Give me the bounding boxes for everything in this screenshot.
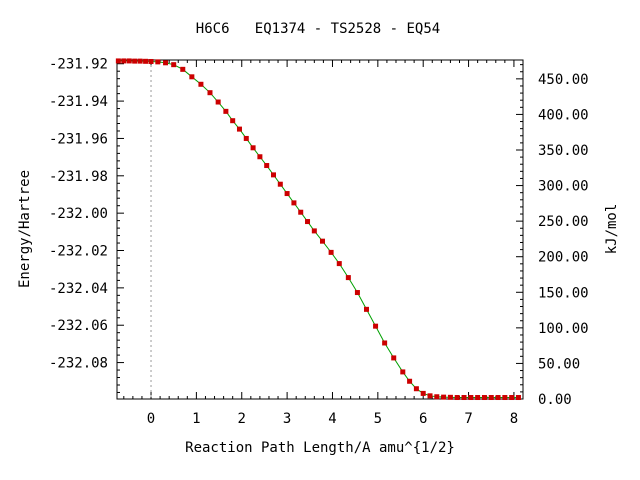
data-point (391, 355, 397, 361)
data-point (413, 386, 419, 392)
x-tick-label: 4 (328, 411, 336, 427)
y-tick-label: -232.04 (49, 281, 108, 297)
y2-tick-label: 100.00 (538, 321, 589, 337)
data-point (311, 228, 317, 234)
data-point (171, 62, 177, 68)
data-point (434, 394, 440, 400)
data-point (180, 66, 186, 72)
y2-tick-label: 450.00 (538, 72, 589, 88)
data-point (461, 395, 467, 401)
data-point (236, 126, 242, 132)
data-point (115, 58, 121, 64)
data-point (143, 58, 149, 64)
y2-tick-label: 250.00 (538, 214, 589, 230)
y2-tick-label: 300.00 (538, 179, 589, 195)
data-point (502, 395, 508, 401)
data-point (328, 249, 334, 255)
data-point (163, 60, 169, 66)
y-tick-label: -232.06 (49, 318, 108, 334)
data-point (291, 200, 297, 206)
data-point (407, 378, 413, 384)
data-point (475, 395, 481, 401)
data-point (137, 58, 143, 64)
data-point (250, 145, 256, 151)
data-point (336, 261, 342, 267)
x-tick-label: 0 (147, 411, 155, 427)
data-point (230, 118, 236, 124)
data-point (126, 58, 132, 64)
data-point (495, 395, 501, 401)
data-point (148, 58, 154, 64)
x-tick-label: 1 (192, 411, 200, 427)
data-point (488, 395, 494, 401)
y-tick-label: -232.02 (49, 244, 108, 260)
y2-tick-label: 150.00 (538, 285, 589, 301)
y2-tick-label: 0.00 (538, 392, 572, 408)
plot-frame (116, 59, 524, 400)
x-tick-label: 7 (464, 411, 472, 427)
data-point (198, 81, 204, 87)
data-point (284, 191, 290, 197)
data-point (319, 238, 325, 244)
data-point (481, 395, 487, 401)
x-tick-label: 6 (419, 411, 427, 427)
data-point (271, 172, 276, 178)
data-point (454, 395, 460, 401)
y-tick-label: -231.98 (49, 169, 108, 185)
data-point (277, 181, 283, 187)
data-point (298, 209, 304, 215)
y-tick-label: -231.92 (49, 57, 108, 73)
y-axis-left: -231.92 -231.94 -231.96 -231.98 -232.00 -232.… (49, 57, 124, 393)
y2-tick-label: 50.00 (538, 356, 580, 372)
data-point (509, 395, 515, 401)
series-layer (115, 58, 521, 401)
y2-tick-label: 350.00 (538, 143, 589, 159)
y-tick-label: -231.96 (49, 131, 108, 147)
data-point (215, 99, 221, 105)
x-tick-label: 2 (238, 411, 246, 427)
data-point (243, 135, 249, 141)
x-tick-label: 3 (283, 411, 291, 427)
data-point (420, 390, 426, 396)
y-axis-label: Energy/Hartree (17, 170, 33, 288)
data-point (257, 154, 263, 160)
data-point (515, 395, 521, 401)
y-tick-label: -231.94 (49, 94, 108, 110)
data-point (132, 58, 138, 64)
data-point (354, 290, 360, 296)
data-point (305, 219, 311, 225)
y2-axis-label: kJ/mol (604, 204, 620, 255)
data-point (223, 108, 229, 114)
x-tick-label: 8 (510, 411, 518, 427)
chart-title: H6C6 EQ1374 - TS2528 - EQ54 (196, 21, 440, 37)
data-point (345, 275, 351, 281)
data-point (264, 163, 270, 169)
y-tick-label: -232.08 (49, 356, 108, 372)
y2-tick-label: 400.00 (538, 107, 589, 123)
data-point (373, 323, 379, 329)
data-point (447, 394, 453, 400)
y-tick-label: -232.00 (49, 206, 108, 222)
data-point (427, 393, 433, 399)
data-point (468, 395, 474, 401)
data-point (400, 369, 406, 375)
x-tick-label: 5 (374, 411, 382, 427)
y2-tick-label: 200.00 (538, 250, 589, 266)
data-point (189, 74, 195, 80)
energy-curve (118, 60, 519, 399)
data-point (121, 58, 127, 64)
data-point (364, 306, 369, 312)
data-point (207, 90, 213, 96)
x-axis-label: Reaction Path Length/A amu^{1/2} (185, 440, 455, 456)
data-point (441, 394, 447, 400)
data-point (382, 340, 388, 346)
data-point (155, 59, 161, 65)
y-axis-right: 0.00 50.00 100.00 150.00 200.00 250.00 300.00 3… (516, 64, 589, 408)
